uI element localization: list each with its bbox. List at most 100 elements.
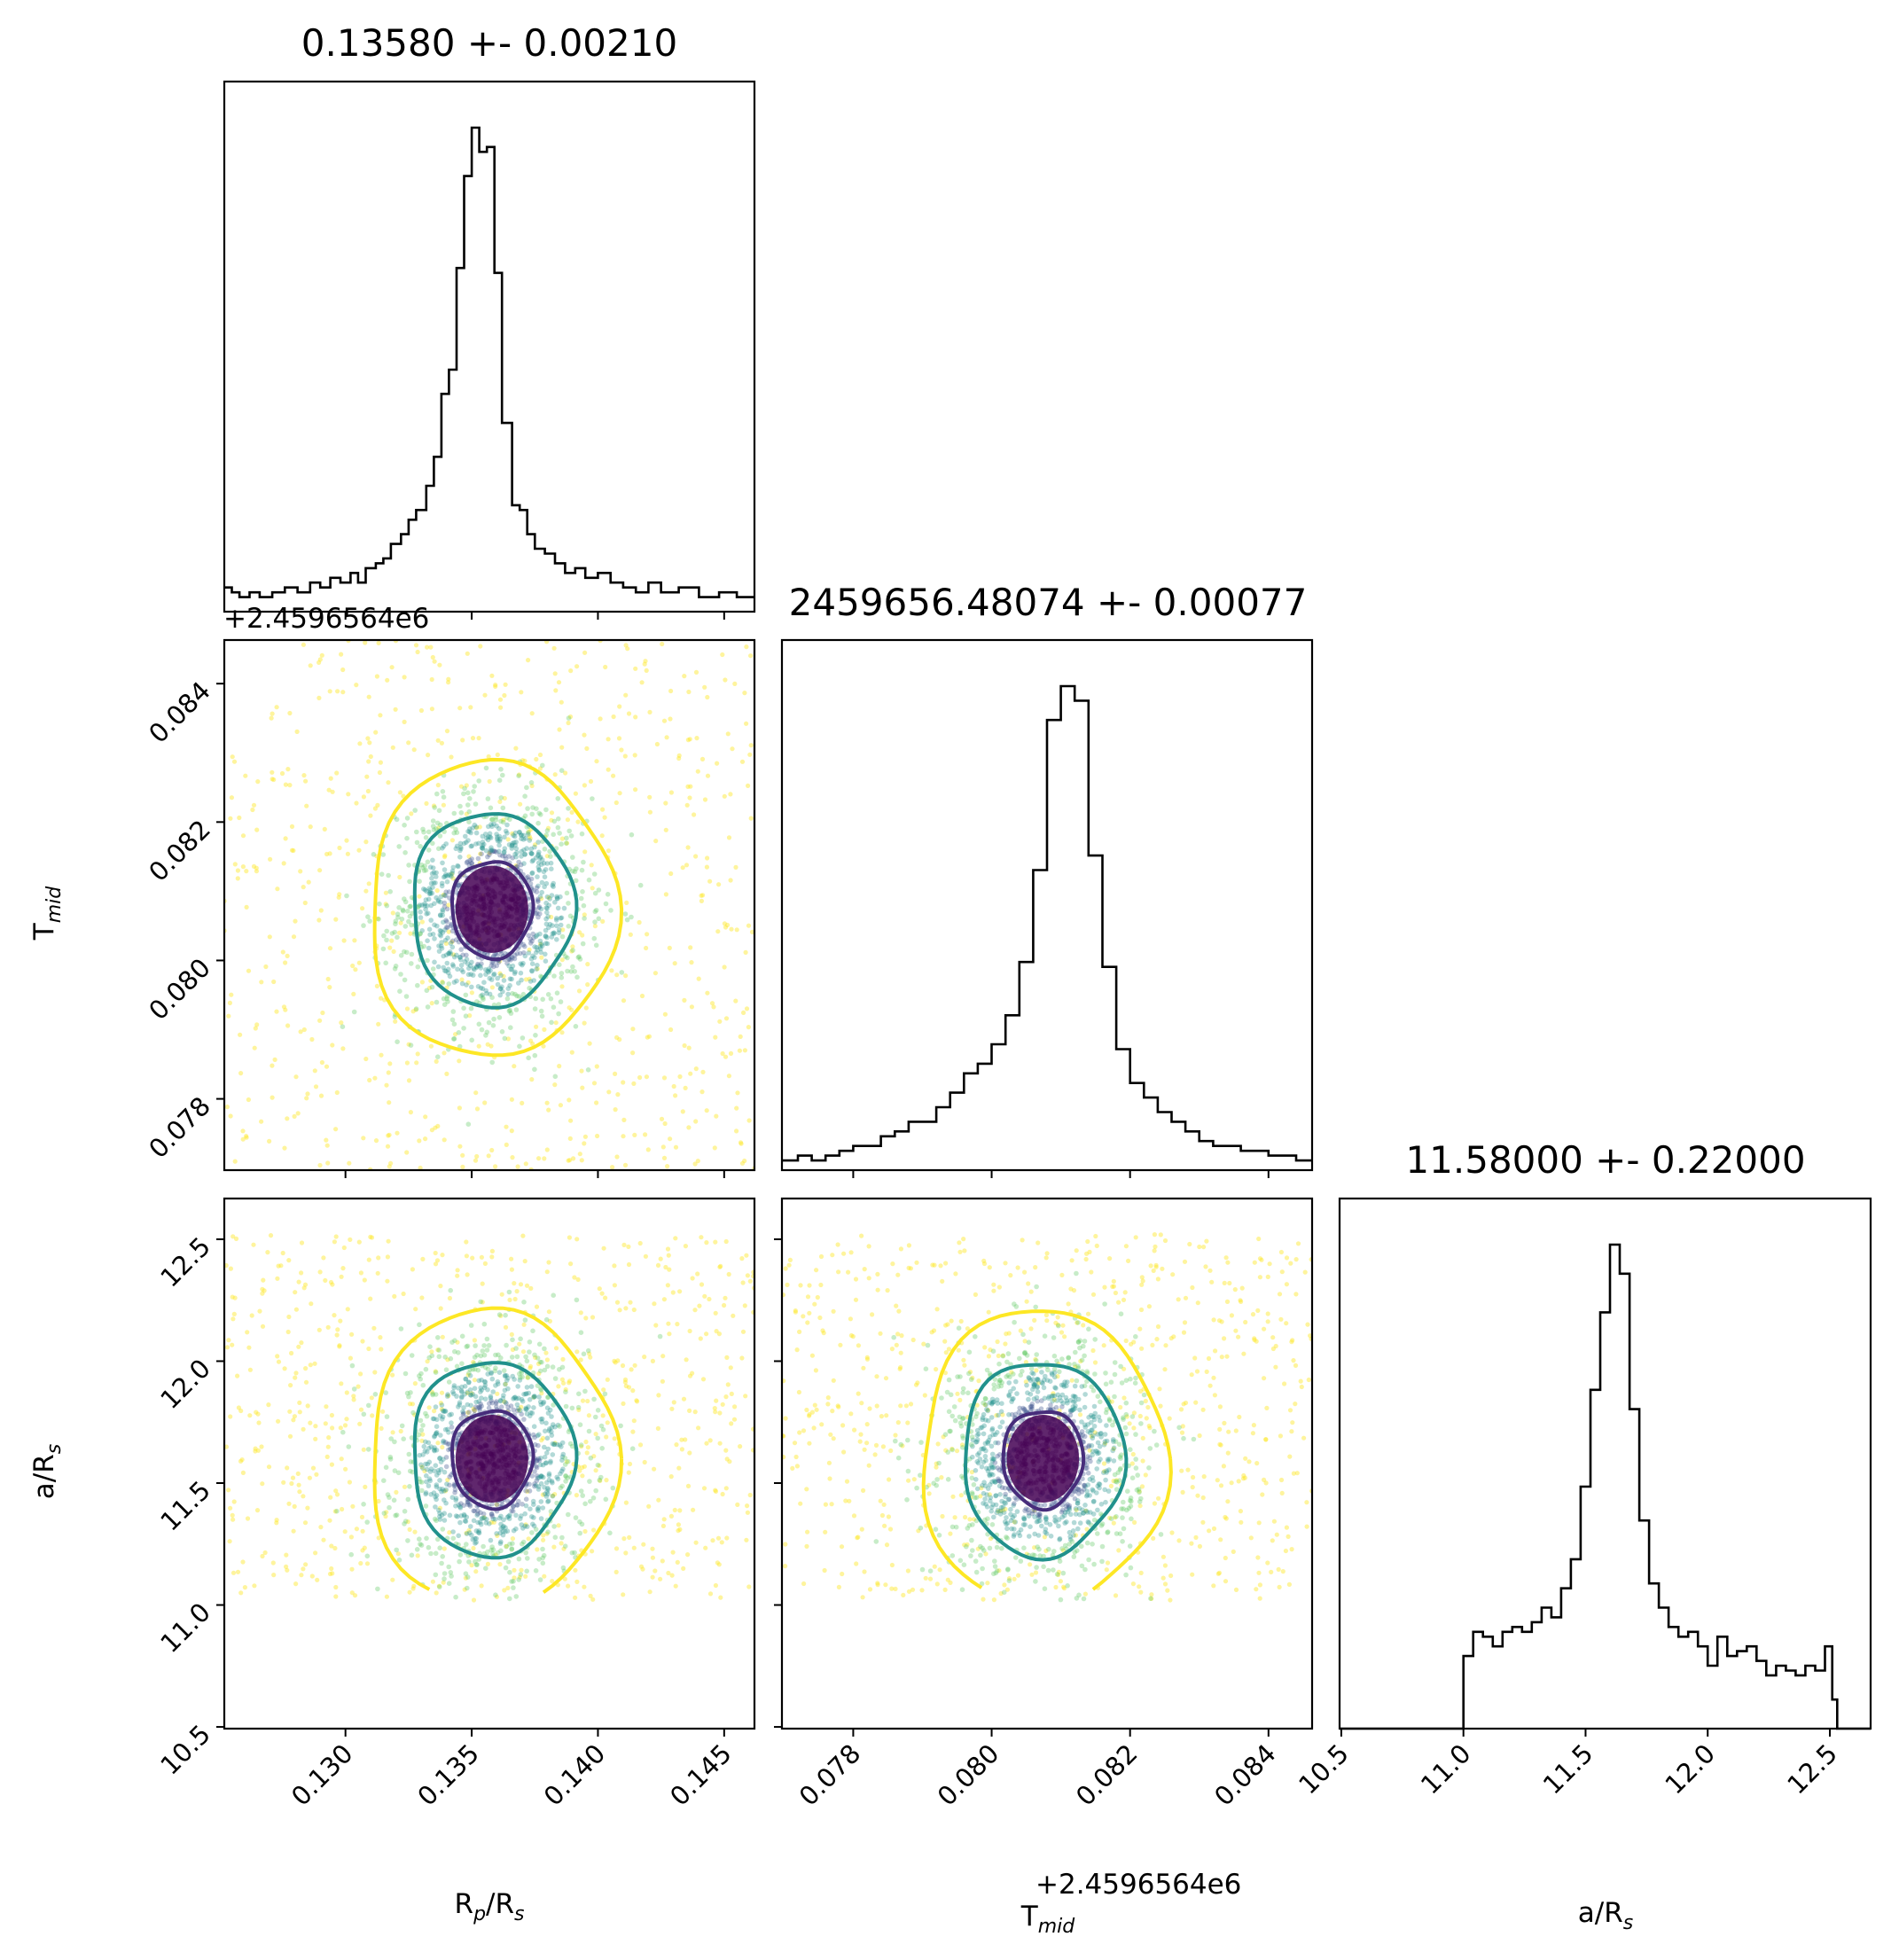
scatter-point — [1082, 1339, 1088, 1344]
scatter-point — [384, 1594, 389, 1599]
scatter-point — [523, 1573, 528, 1579]
scatter-point — [702, 684, 707, 690]
scatter-point — [1051, 1397, 1057, 1402]
scatter-point — [1137, 1413, 1143, 1419]
scatter-point — [819, 1422, 824, 1427]
scatter-point — [544, 828, 551, 833]
scatter-point — [642, 1459, 647, 1465]
scatter-point — [729, 1391, 734, 1396]
scatter-point — [496, 1515, 503, 1521]
scatter-point — [348, 1534, 354, 1540]
scatter-point — [1219, 1355, 1224, 1360]
scatter-point — [1006, 1392, 1012, 1398]
scatter-point — [342, 1423, 348, 1428]
scatter-point — [361, 1411, 367, 1417]
scatter-point — [608, 908, 613, 913]
scatter-point — [433, 1392, 439, 1397]
scatter-point — [384, 928, 390, 934]
scatter-point — [400, 908, 406, 914]
scatter-point — [340, 667, 346, 673]
scatter-point — [603, 1295, 608, 1300]
scatter-point — [932, 1262, 937, 1268]
scatter-point — [590, 886, 595, 891]
scatter-point — [341, 938, 347, 943]
scatter-point — [559, 915, 565, 921]
scatter-point — [545, 992, 551, 997]
scatter-point — [402, 823, 407, 828]
scatter-point — [432, 922, 437, 928]
scatter-point — [349, 1566, 355, 1572]
scatter-point — [1082, 1484, 1088, 1489]
scatter-point — [725, 1382, 731, 1387]
scatter-point — [368, 1296, 373, 1301]
scatter-point — [535, 1547, 540, 1552]
scatter-point — [509, 1128, 514, 1134]
scatter-point — [558, 999, 564, 1004]
scatter-point — [518, 1336, 523, 1342]
scatter-point — [402, 1519, 409, 1524]
scatter-point — [351, 1009, 357, 1015]
scatter-point — [490, 1023, 496, 1028]
scatter-point — [472, 1386, 478, 1391]
scatter-point — [303, 1379, 309, 1385]
scatter-point — [1110, 1284, 1115, 1289]
scatter-point — [574, 1297, 580, 1303]
scatter-point — [1212, 1393, 1217, 1398]
scatter-point — [406, 918, 411, 925]
scatter-point — [490, 1516, 496, 1522]
scatter-point — [1028, 1404, 1034, 1409]
scatter-point — [497, 1530, 503, 1536]
scatter-point — [395, 911, 401, 917]
scatter-point — [683, 1085, 688, 1090]
scatter-point — [1180, 1489, 1185, 1495]
scatter-point — [557, 1064, 562, 1069]
scatter-point — [873, 1442, 879, 1448]
scatter-point — [544, 1531, 550, 1536]
scatter-point — [973, 1414, 979, 1419]
scatter-point — [530, 953, 535, 959]
scatter-point — [386, 1070, 391, 1075]
scatter-point — [348, 1355, 353, 1361]
scatter-point — [231, 1316, 236, 1322]
scatter-point — [494, 1399, 499, 1404]
scatter-point — [435, 1054, 441, 1059]
scatter-point — [893, 1586, 898, 1591]
scatter-point — [442, 1355, 449, 1360]
scatter-point — [619, 970, 625, 975]
scatter-point — [423, 1503, 429, 1509]
scatter-point — [464, 982, 469, 988]
scatter-point — [461, 791, 466, 797]
scatter-point — [396, 905, 402, 910]
scatter-point — [519, 1404, 524, 1409]
scatter-point — [419, 1464, 425, 1470]
scatter-point — [521, 847, 527, 853]
scatter-point — [556, 1011, 561, 1017]
scatter-point — [545, 1499, 551, 1504]
scatter-point — [330, 1282, 335, 1287]
scatter-point — [593, 1468, 598, 1473]
scatter-point — [1224, 1299, 1231, 1304]
scatter-point — [622, 1162, 629, 1167]
scatter-point — [870, 1312, 875, 1317]
scatter-point — [693, 1540, 699, 1545]
scatter-point — [671, 1400, 676, 1405]
scatter-point — [1035, 1380, 1041, 1386]
scatter-point — [724, 1535, 730, 1541]
scatter-point — [519, 1396, 525, 1402]
scatter-point — [1050, 1398, 1055, 1404]
scatter-point — [514, 1502, 520, 1508]
scatter-point — [590, 1549, 595, 1554]
scatter-point — [453, 846, 459, 852]
scatter-point — [507, 976, 513, 981]
scatter-point — [538, 1499, 544, 1504]
scatter-point — [960, 1435, 966, 1441]
scatter-point — [1020, 1238, 1025, 1243]
scatter-point — [489, 995, 495, 1000]
scatter-point — [559, 768, 565, 773]
scatter-point — [1112, 1371, 1118, 1378]
scatter-point — [496, 777, 503, 783]
scatter-point — [965, 1526, 971, 1531]
scatter-point — [402, 675, 407, 680]
scatter-point — [520, 1526, 526, 1531]
scatter-point — [425, 1004, 431, 1010]
